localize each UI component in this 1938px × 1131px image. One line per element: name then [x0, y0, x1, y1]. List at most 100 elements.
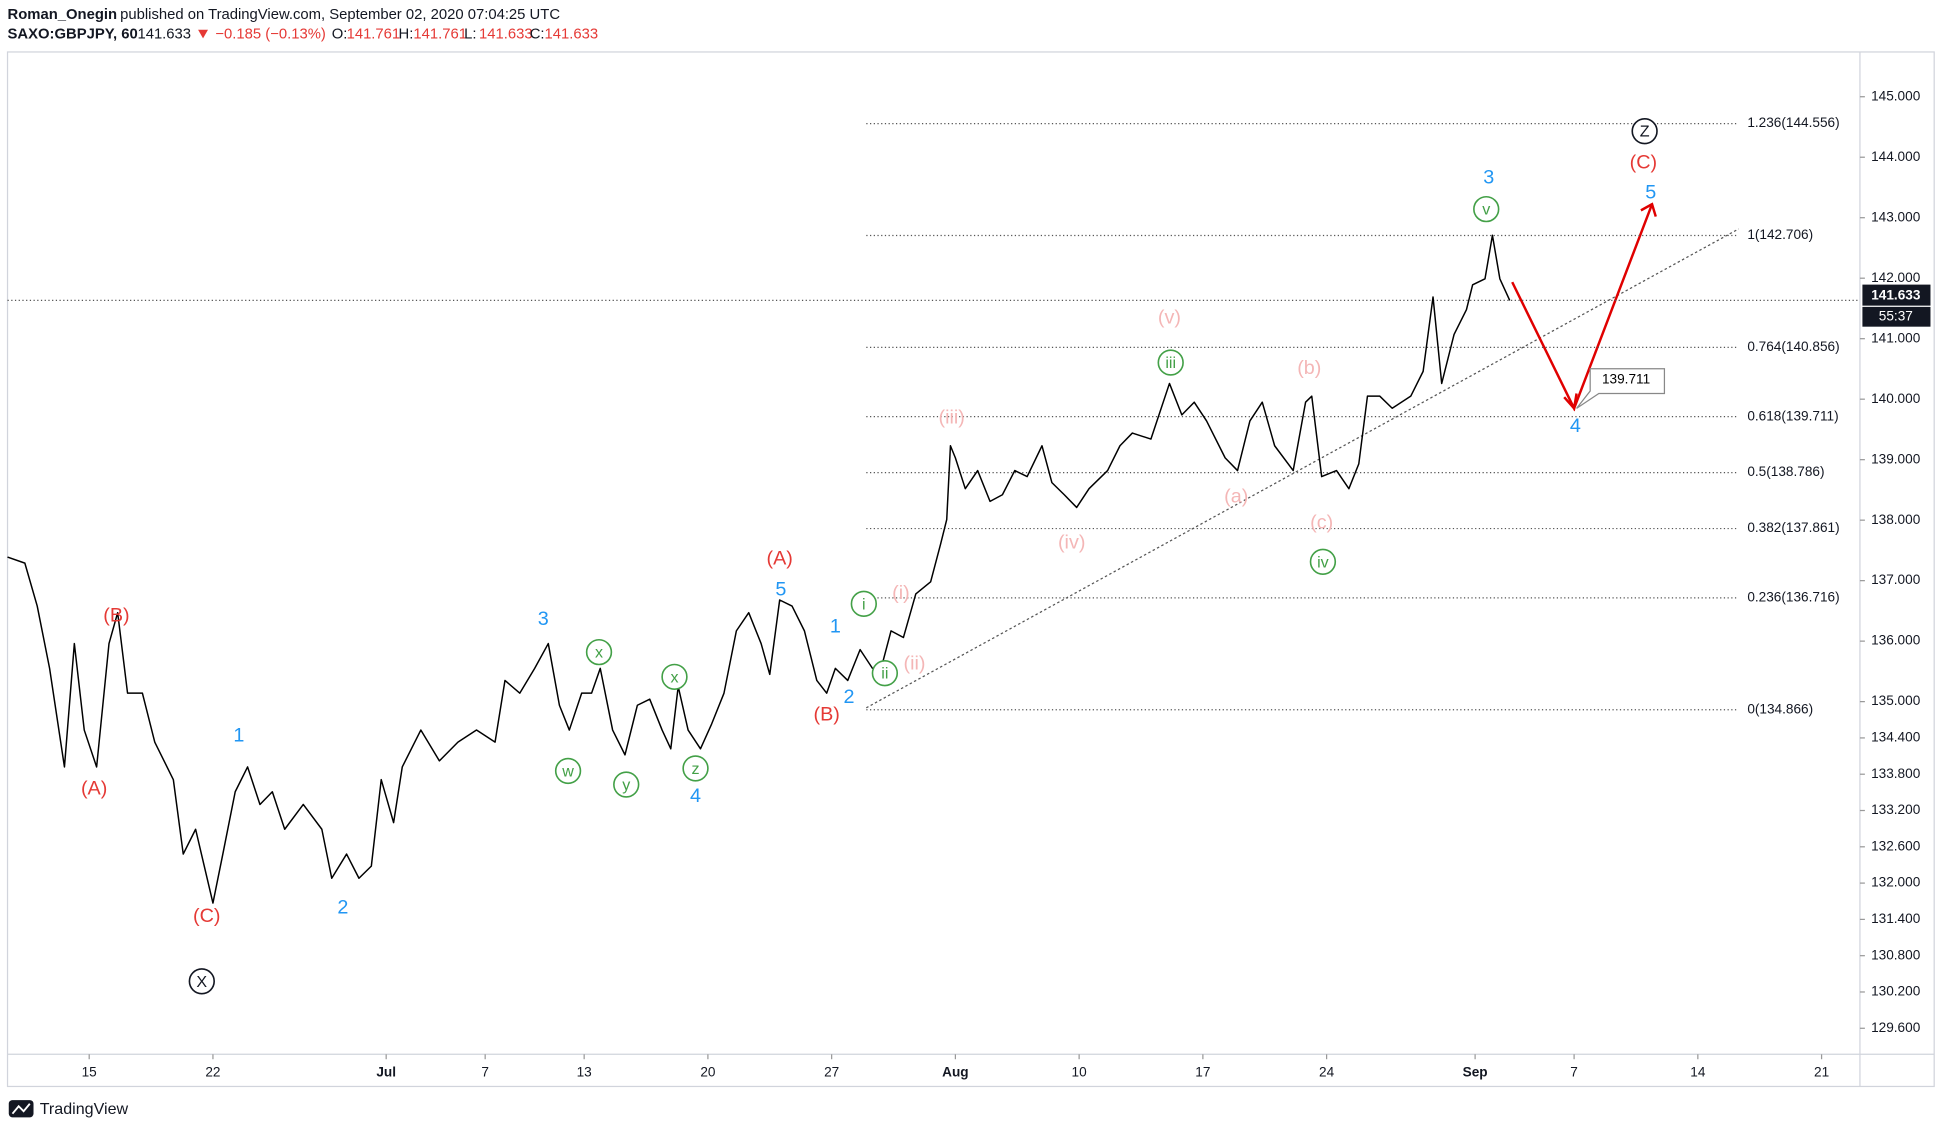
wave-label: (B) [103, 604, 129, 626]
ohlc-label: O: [332, 27, 348, 43]
ohlc-label: C: [530, 27, 545, 43]
wave-circle [661, 663, 688, 691]
y-tick-label: 133.200 [1871, 802, 1921, 817]
x-tick-label: Aug [942, 1064, 968, 1079]
y-tick-label: 129.600 [1871, 1020, 1921, 1035]
x-tick-label: 7 [1570, 1064, 1578, 1079]
change: −0.185 (−0.13%) [215, 27, 326, 43]
wave-label: (v) [1158, 306, 1181, 328]
wave-circle [871, 659, 899, 687]
footer: TradingView [40, 1100, 129, 1118]
wave-label: (i) [892, 582, 910, 604]
price-line [7, 234, 1511, 904]
fib-label: 1(142.706) [1747, 227, 1813, 242]
fib-label: 1.236(144.556) [1747, 115, 1839, 130]
wave-label: 3 [1483, 166, 1494, 188]
x-tick-label: 22 [205, 1064, 220, 1079]
y-tick-label: 143.000 [1871, 209, 1921, 224]
wave-circle [1473, 195, 1500, 223]
wave-label: i [862, 595, 866, 613]
wave-label: (b) [1297, 357, 1321, 379]
x-tick-label: 10 [1072, 1064, 1088, 1079]
y-tick-label: 135.000 [1871, 693, 1921, 708]
x-tick-label: 20 [700, 1064, 716, 1079]
y-tick-label: 142.000 [1871, 270, 1921, 285]
wave-label: z [692, 760, 700, 778]
y-tick-label: 140.000 [1871, 391, 1921, 406]
wave-label: 1 [233, 724, 244, 746]
x-tick-label: 24 [1319, 1064, 1335, 1079]
wave-circle [613, 771, 640, 798]
y-tick-label: 145.000 [1871, 88, 1921, 103]
chart-title: published on TradingView.com, September … [120, 7, 560, 23]
wave-label: ii [881, 665, 888, 683]
wave-label: (a) [1224, 486, 1248, 508]
target-callout [1576, 368, 1666, 409]
wave-label: 3 [538, 608, 549, 630]
ohlc-value: 141.633 [479, 27, 533, 43]
ohlc-value: 141.633 [545, 27, 599, 43]
x-tick-label: 7 [481, 1064, 489, 1079]
y-tick-label: 137.000 [1871, 572, 1921, 587]
wave-label: w [561, 762, 574, 780]
wave-label: 1 [830, 616, 841, 638]
x-tick-label: Jul [376, 1064, 396, 1079]
fib-label: 0.5(138.786) [1747, 464, 1824, 479]
target-label: 139.711 [1602, 371, 1650, 386]
wave-label: x [595, 644, 603, 662]
y-tick-label: 133.800 [1871, 766, 1921, 781]
wave-label: 4 [690, 785, 701, 807]
down-triangle [198, 29, 208, 39]
wave-label: 2 [337, 896, 348, 918]
ohlc-label: L: [464, 27, 476, 43]
arrow-heads [1563, 202, 1657, 412]
wave-label: 4 [1570, 415, 1581, 437]
y-tick-label: 139.000 [1871, 451, 1921, 466]
wave-circle [1309, 548, 1337, 575]
symbol: SAXO:GBPJPY, 60 [8, 27, 138, 43]
ohlc-value: 141.761 [413, 27, 467, 43]
wave-label: X [196, 973, 207, 991]
y-tick-label: 130.200 [1871, 984, 1921, 999]
y-tick-label: 138.000 [1871, 512, 1921, 527]
wave-circle [1157, 349, 1184, 376]
wave-label: iii [1165, 354, 1176, 372]
wave-label: (C) [193, 905, 220, 927]
wave-label: (iii) [938, 406, 964, 428]
price-tag-label: 141.633 [1871, 287, 1921, 302]
wave-circle [585, 638, 613, 666]
wave-label: (B) [814, 703, 840, 725]
y-tick-label: 144.000 [1871, 149, 1921, 164]
wave-label: (c) [1310, 512, 1333, 534]
x-tick-label: Sep [1463, 1064, 1488, 1079]
y-tick-label: 134.400 [1871, 730, 1921, 745]
logo-line [11, 1103, 31, 1115]
last-price: 141.633 [137, 27, 191, 43]
wave-circle [188, 968, 215, 995]
countdown: 55:37 [1879, 308, 1913, 323]
wave-label: (ii) [904, 653, 926, 675]
fib-label: 0.764(140.856) [1747, 339, 1839, 354]
wave-label: 5 [1645, 181, 1656, 203]
y-tick-label: 130.800 [1871, 947, 1921, 962]
x-tick-label: 13 [577, 1064, 592, 1079]
x-tick-label: 17 [1195, 1064, 1210, 1079]
wave-label: iv [1317, 553, 1329, 571]
y-tick-label: 131.400 [1871, 911, 1921, 926]
wave-label: y [622, 776, 630, 794]
wave-circle [1631, 117, 1658, 145]
footer-logo [8, 1100, 34, 1118]
wave-label: 5 [775, 578, 786, 600]
x-tick-label: 15 [82, 1064, 97, 1079]
ohlc-value: 141.761 [347, 27, 401, 43]
chart-frame [6, 51, 1935, 1088]
fib-label: 0(134.866) [1747, 701, 1813, 716]
wave-circle [682, 755, 709, 782]
y-tick-label: 132.000 [1871, 875, 1921, 890]
x-tick-label: 21 [1814, 1064, 1829, 1079]
wave-circle [554, 757, 582, 785]
fib-label: 0.236(136.716) [1747, 589, 1839, 604]
fib-label: 0.618(139.711) [1747, 408, 1838, 423]
